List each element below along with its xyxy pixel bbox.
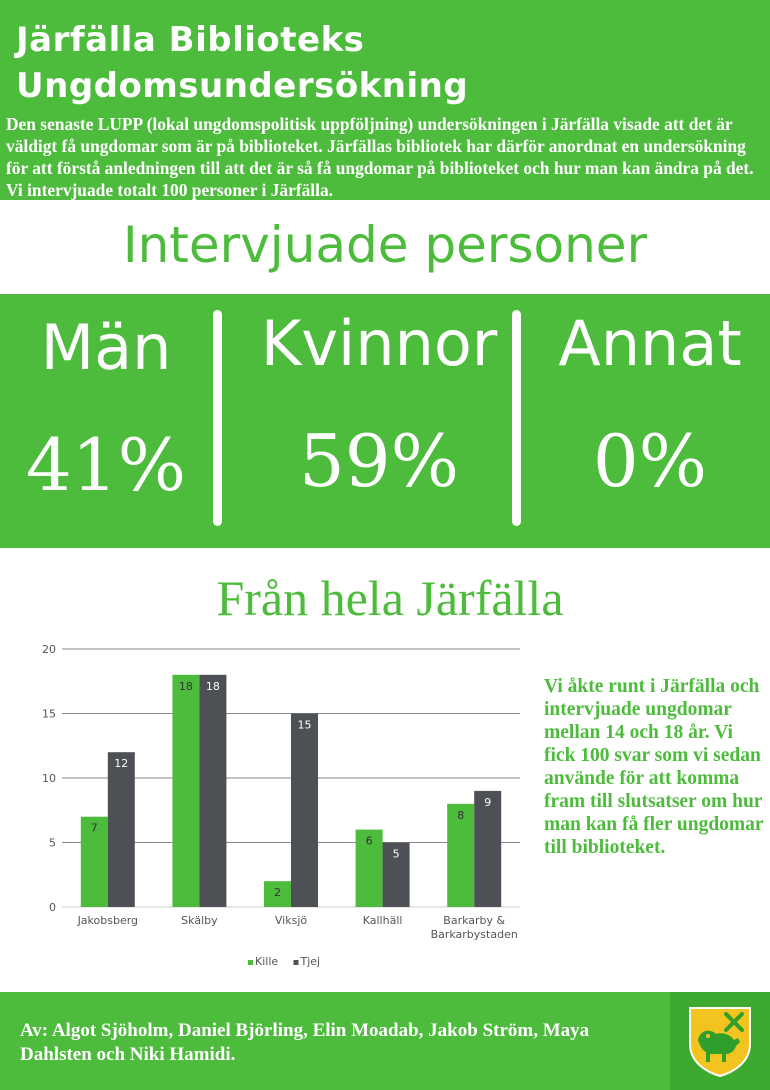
x-tick-label: Skälby <box>181 914 218 927</box>
x-tick-label: Jakobsberg <box>77 914 138 927</box>
bar-tjej <box>291 713 318 907</box>
stat-men: Män 41% <box>0 294 212 548</box>
data-label: 5 <box>393 848 400 861</box>
data-label: 15 <box>298 719 312 732</box>
bar-kille <box>172 674 200 907</box>
bar-kille <box>355 829 383 907</box>
y-tick-label: 0 <box>49 901 56 914</box>
x-tick-label: Barkarbystaden <box>431 928 518 941</box>
bar-kille <box>80 816 108 907</box>
bar-kille <box>264 881 291 907</box>
survey-note: Vi åkte runt i Järfälla och intervjuade … <box>544 676 764 858</box>
gender-stats-band: Män 41% Kvinnor 59% Annat 0% <box>0 294 770 548</box>
legend-label-tjej: Tjej <box>300 955 321 968</box>
stat-label-men: Män <box>40 311 172 384</box>
data-label: 18 <box>206 680 220 693</box>
data-label: 12 <box>114 757 128 770</box>
bar-tjej <box>474 790 502 907</box>
page-title-line2: Ungdomsundersökning <box>16 66 469 106</box>
jarfalla-coat-of-arms-icon <box>689 1007 751 1078</box>
legend-swatch-kille <box>248 960 253 965</box>
x-tick-label: Kallhäll <box>363 914 403 927</box>
y-tick-label: 15 <box>42 708 56 721</box>
stat-value-men: 41% <box>25 423 187 507</box>
stat-value-women: 59% <box>298 419 460 503</box>
stat-label-other: Annat <box>558 307 742 380</box>
stat-other: Annat 0% <box>530 294 770 548</box>
stat-value-other: 0% <box>592 419 708 503</box>
bar-chart: 0 5 10 15 20 7 12 Jakobsberg 18 18 Skälby 2 15 Viksjö… <box>42 643 520 968</box>
stat-divider <box>512 310 521 526</box>
data-label: 7 <box>91 822 98 835</box>
region-heading: Från hela Järfälla <box>216 570 564 626</box>
bar-tjej <box>382 842 410 907</box>
y-tick-label: 20 <box>42 643 56 656</box>
stat-women: Kvinnor 59% <box>240 294 518 548</box>
intro-text: Den senaste LUPP (lokal ungdomspolitisk … <box>6 114 754 200</box>
x-tick-label: Barkarby & <box>443 914 505 927</box>
x-tick-label: Viksjö <box>275 914 307 927</box>
data-label: 9 <box>484 796 491 809</box>
bar-tjej <box>107 752 135 907</box>
page-title-line1: Järfälla Biblioteks <box>16 20 365 60</box>
footer-band <box>0 992 770 1090</box>
header-band: Järfälla Biblioteks Ungdomsundersökning … <box>0 0 770 200</box>
stat-label-women: Kvinnor <box>260 307 498 380</box>
legend-label-kille: Kille <box>255 955 278 968</box>
bar-kille <box>447 803 475 907</box>
data-label: 2 <box>274 886 281 899</box>
stat-divider <box>213 310 222 526</box>
data-label: 8 <box>457 809 464 822</box>
authors-text: Av: Algot Sjöholm, Daniel Björling, Elin… <box>20 1020 590 1065</box>
y-tick-label: 5 <box>49 837 56 850</box>
data-label: 18 <box>179 680 193 693</box>
data-label: 6 <box>366 835 373 848</box>
legend-swatch-tjej <box>293 960 299 965</box>
bar-tjej <box>199 674 227 907</box>
interviewed-heading: Intervjuade personer <box>122 216 648 274</box>
y-tick-label: 10 <box>42 772 56 785</box>
